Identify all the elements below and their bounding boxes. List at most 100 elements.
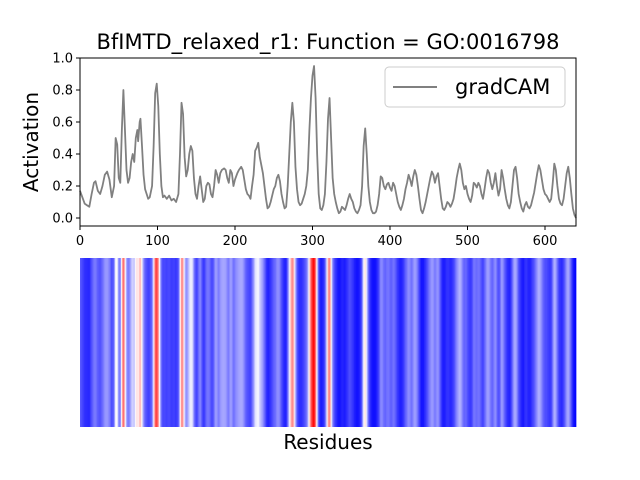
heatmap-cell (181, 258, 183, 427)
heatmap-cell (391, 258, 393, 427)
heatmap-cell (321, 258, 323, 427)
heatmap-cell (257, 258, 259, 427)
heatmap-cell (530, 258, 532, 427)
heatmap-cell (271, 258, 273, 427)
heatmap-cell (297, 258, 299, 427)
heatmap-cell (194, 258, 196, 427)
heatmap-cell (228, 258, 230, 427)
heatmap-cell (198, 258, 200, 427)
heatmap-cell (475, 258, 477, 427)
heatmap-cell (137, 258, 139, 427)
heatmap-cell (561, 258, 563, 427)
heatmap-cell (495, 258, 497, 427)
heatmap-cell (412, 258, 414, 427)
heatmap-x-axis-label: Residues (283, 430, 372, 454)
heatmap-cell (367, 258, 369, 427)
heatmap-cell (166, 258, 168, 427)
heatmap-cell (315, 258, 317, 427)
heatmap-cell (527, 258, 530, 427)
heatmap-cell (571, 258, 573, 427)
heatmap-cell (516, 258, 518, 427)
heatmap-cell (202, 258, 204, 427)
heatmap-cell (423, 258, 425, 427)
heatmap-cell (97, 258, 99, 427)
heatmap-cell (341, 258, 344, 427)
heatmap-cell (86, 258, 89, 427)
heatmap-cell (414, 258, 416, 427)
heatmap-cell (156, 258, 158, 427)
heatmap-cell (524, 258, 526, 427)
x-axis-ticks: 0 100 200 300 400 500 600 (76, 226, 557, 249)
heatmap-cell (83, 258, 85, 427)
heatmap-cell (362, 258, 364, 427)
heatmap-cell (362, 258, 364, 427)
heatmap-cell (232, 258, 234, 427)
heatmap-cell (90, 258, 92, 427)
heatmap-cell (418, 258, 420, 427)
heatmap-cell (307, 258, 309, 427)
y-tick-label: 1.0 (52, 52, 73, 67)
heatmap-cell (350, 258, 352, 427)
heatmap-cell (527, 258, 529, 427)
heatmap-cell (292, 258, 294, 427)
heatmap-cell (513, 258, 515, 427)
heatmap-cell (200, 258, 202, 427)
heatmap-cell (573, 258, 575, 427)
heatmap-cell (356, 258, 358, 427)
heatmap-cell (287, 258, 289, 427)
heatmap-cell (310, 258, 313, 427)
heatmap-cell (424, 258, 426, 427)
heatmap-cell (159, 258, 161, 427)
heatmap-cell (259, 258, 261, 427)
heatmap-cell (538, 258, 540, 427)
heatmap-cell (290, 258, 292, 427)
heatmap-cell (195, 258, 197, 427)
heatmap-cell (140, 258, 142, 427)
heatmap-cell (481, 258, 483, 427)
heatmap-cell (297, 258, 299, 427)
heatmap-cell (162, 258, 165, 427)
heatmap-cell (83, 258, 85, 427)
heatmap-cell (215, 258, 217, 427)
heatmap-cell (407, 258, 409, 427)
heatmap-cell (249, 258, 251, 427)
heatmap-cell (458, 258, 461, 427)
heatmap-cell (125, 258, 127, 427)
heatmap-cell (186, 258, 188, 427)
heatmap-cell (389, 258, 391, 427)
heatmap-cell (357, 258, 359, 427)
heatmap-cell (500, 258, 502, 427)
heatmap-cell (294, 258, 296, 427)
heatmap-cell (331, 258, 333, 427)
heatmap-cell (293, 258, 296, 427)
heatmap-cell (562, 258, 564, 427)
heatmap-cell (567, 258, 569, 427)
heatmap-cell (273, 258, 275, 427)
heatmap-cell (374, 258, 376, 427)
heatmap-cell (307, 258, 309, 427)
heatmap-cell (176, 258, 178, 427)
heatmap-cell (438, 258, 440, 427)
heatmap-cell (466, 258, 468, 427)
heatmap-cell (134, 258, 136, 427)
heatmap-cell (286, 258, 288, 427)
heatmap-cell (369, 258, 371, 427)
heatmap-cell (343, 258, 345, 427)
heatmap-cell (217, 258, 220, 427)
heatmap-cell (200, 258, 203, 427)
heatmap-cell (284, 258, 286, 427)
heatmap-cell (433, 258, 435, 427)
heatmap-cell (564, 258, 566, 427)
heatmap-cell (508, 258, 510, 427)
heatmap-cell (493, 258, 495, 427)
heatmap-cell (566, 258, 568, 427)
line-plot-area (79, 57, 577, 227)
heatmap-cell (263, 258, 265, 427)
heatmap-cell (483, 258, 485, 427)
heatmap-cell (235, 258, 237, 427)
heatmap-cell (369, 258, 371, 427)
heatmap-cell (116, 258, 118, 427)
heatmap-cell (265, 258, 267, 427)
heatmap-cell (207, 258, 209, 427)
heatmap-cell (119, 258, 121, 427)
